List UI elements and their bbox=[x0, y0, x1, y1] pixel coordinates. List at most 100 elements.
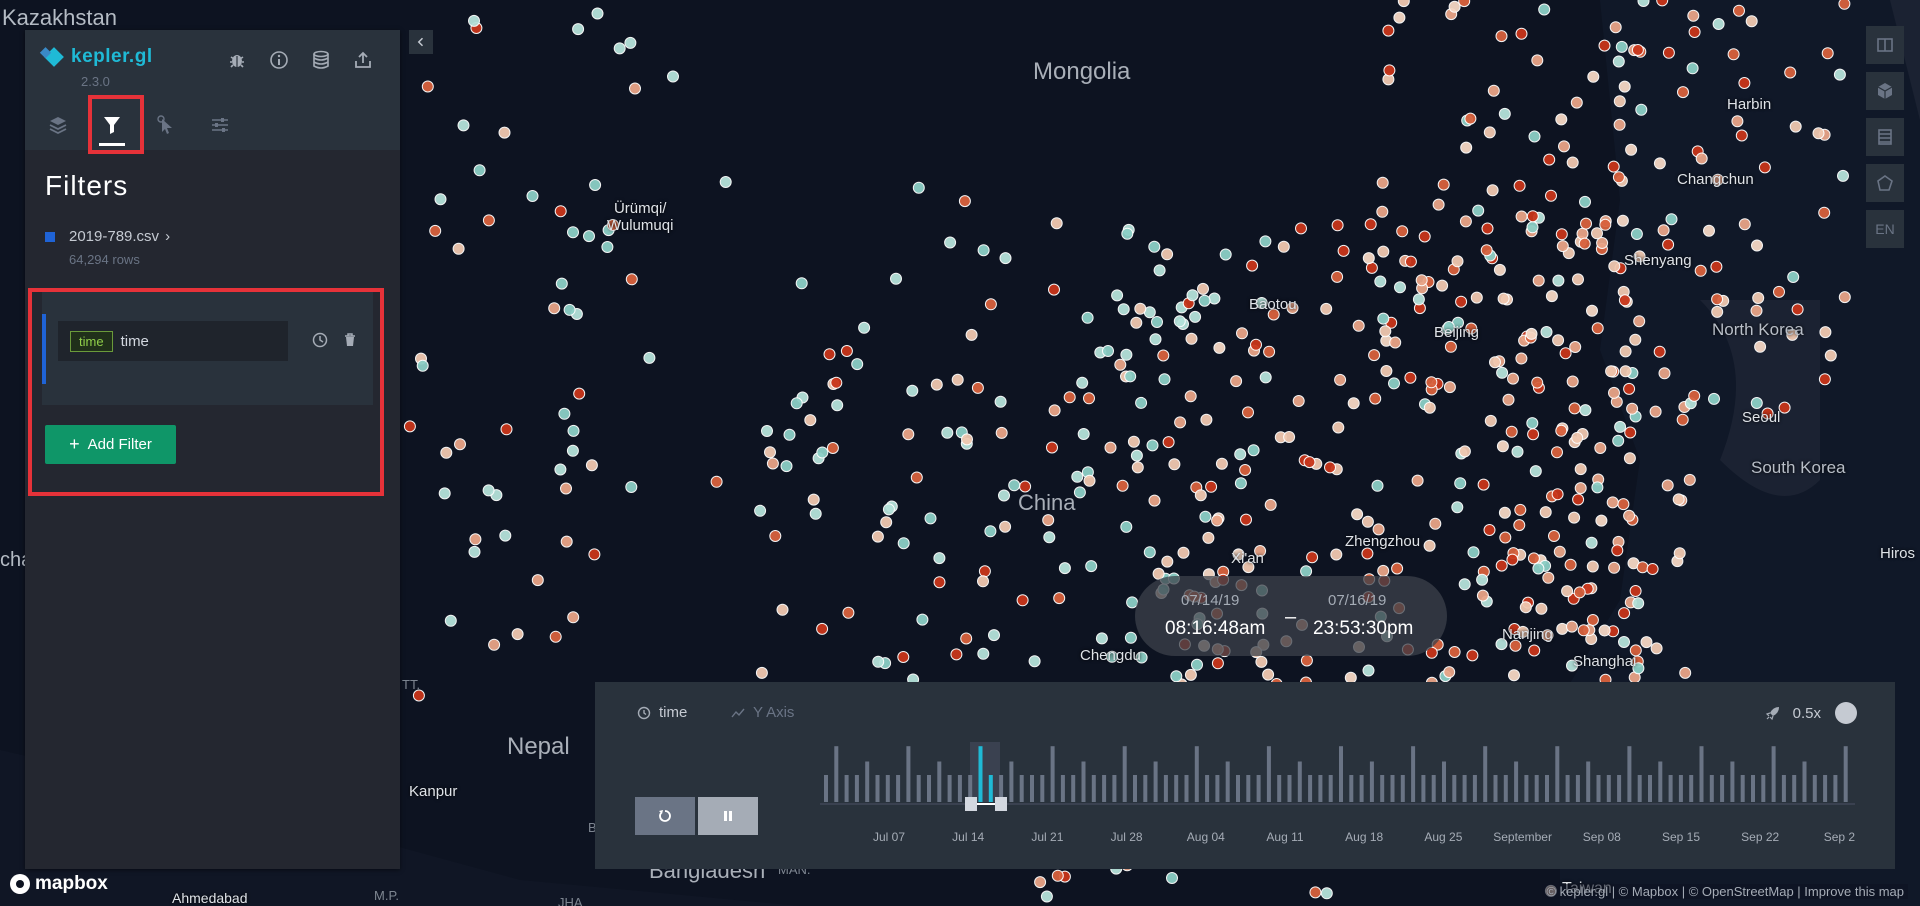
map-point[interactable] bbox=[1111, 289, 1124, 302]
map-point[interactable] bbox=[944, 236, 957, 249]
map-point[interactable] bbox=[1598, 624, 1611, 637]
map-point[interactable] bbox=[1423, 539, 1436, 552]
map-point[interactable] bbox=[434, 193, 447, 206]
map-point[interactable] bbox=[1499, 531, 1512, 544]
map-point[interactable] bbox=[1477, 478, 1490, 491]
map-point[interactable] bbox=[1191, 658, 1203, 671]
map-point[interactable] bbox=[1194, 489, 1207, 502]
map-point[interactable] bbox=[1623, 382, 1636, 395]
info-icon[interactable] bbox=[267, 48, 291, 72]
map-point[interactable] bbox=[1540, 326, 1553, 338]
map-point[interactable] bbox=[1247, 444, 1260, 457]
map-point[interactable] bbox=[710, 475, 723, 488]
map-point[interactable] bbox=[984, 298, 997, 311]
map-point[interactable] bbox=[421, 80, 434, 93]
map-point[interactable] bbox=[754, 504, 767, 517]
map-point[interactable] bbox=[549, 630, 562, 643]
map-point[interactable] bbox=[1731, 115, 1744, 128]
add-filter-button[interactable]: + Add Filter bbox=[45, 425, 176, 464]
map-point[interactable] bbox=[1205, 480, 1218, 493]
map-point[interactable] bbox=[613, 42, 626, 55]
map-point[interactable] bbox=[1040, 890, 1053, 903]
map-point[interactable] bbox=[1166, 872, 1178, 884]
map-point[interactable] bbox=[1657, 224, 1670, 237]
map-point[interactable] bbox=[840, 345, 853, 357]
map-point[interactable] bbox=[1646, 563, 1659, 575]
map-point[interactable] bbox=[1789, 120, 1802, 133]
map-point[interactable] bbox=[1161, 555, 1174, 568]
map-point[interactable] bbox=[1083, 392, 1095, 405]
map-point[interactable] bbox=[1254, 545, 1267, 557]
map-point[interactable] bbox=[1608, 386, 1620, 399]
map-point[interactable] bbox=[1487, 84, 1500, 97]
map-point[interactable] bbox=[1448, 646, 1461, 658]
map-point[interactable] bbox=[1158, 373, 1171, 386]
map-point[interactable] bbox=[567, 424, 580, 437]
map-point[interactable] bbox=[1332, 421, 1345, 434]
database-icon[interactable] bbox=[309, 48, 333, 72]
map-point[interactable] bbox=[1662, 46, 1675, 59]
map-point[interactable] bbox=[1377, 312, 1390, 325]
speed-control[interactable]: 0.5x bbox=[1765, 702, 1857, 724]
map-point[interactable] bbox=[1676, 413, 1689, 426]
map-point[interactable] bbox=[1505, 425, 1518, 438]
map-point[interactable] bbox=[1555, 424, 1568, 437]
map-point[interactable] bbox=[1566, 659, 1578, 672]
map-point[interactable] bbox=[1571, 431, 1584, 444]
map-point[interactable] bbox=[951, 373, 964, 386]
map-point[interactable] bbox=[1451, 501, 1464, 514]
map-point[interactable] bbox=[1579, 404, 1592, 417]
map-point[interactable] bbox=[1053, 592, 1066, 605]
map-point[interactable] bbox=[719, 176, 732, 188]
map-point[interactable] bbox=[1838, 291, 1851, 304]
map-point[interactable] bbox=[629, 82, 641, 95]
map-point[interactable] bbox=[1352, 319, 1365, 332]
map-point[interactable] bbox=[1821, 47, 1834, 60]
map-point[interactable] bbox=[511, 628, 524, 641]
map-point[interactable] bbox=[1496, 440, 1509, 453]
map-point[interactable] bbox=[1818, 373, 1831, 386]
map-point[interactable] bbox=[1630, 228, 1643, 240]
map-point[interactable] bbox=[1197, 282, 1209, 295]
map-point[interactable] bbox=[1489, 356, 1501, 369]
map-point[interactable] bbox=[1515, 210, 1528, 223]
map-point[interactable] bbox=[761, 425, 773, 437]
map-point[interactable] bbox=[1531, 376, 1544, 389]
map-point[interactable] bbox=[1579, 195, 1591, 208]
map-point[interactable] bbox=[916, 613, 929, 626]
map-point[interactable] bbox=[950, 648, 963, 661]
map-point[interactable] bbox=[1334, 373, 1347, 386]
map-point[interactable] bbox=[1552, 274, 1565, 287]
map-point[interactable] bbox=[1608, 260, 1621, 273]
map-point[interactable] bbox=[890, 272, 902, 285]
map-point[interactable] bbox=[1050, 217, 1063, 230]
map-point[interactable] bbox=[977, 647, 990, 660]
map-point[interactable] bbox=[807, 493, 820, 506]
map-point[interactable] bbox=[1242, 561, 1255, 574]
speed-dial-icon[interactable] bbox=[1835, 702, 1857, 724]
map-point[interactable] bbox=[1632, 662, 1645, 675]
map-point[interactable] bbox=[1208, 292, 1221, 305]
map-point[interactable] bbox=[1528, 130, 1541, 143]
collapse-panel-button[interactable] bbox=[409, 30, 433, 54]
map-point[interactable] bbox=[1733, 4, 1745, 17]
map-point[interactable] bbox=[1574, 463, 1587, 476]
map-point[interactable] bbox=[1476, 573, 1489, 586]
map-point[interactable] bbox=[573, 387, 586, 400]
map-point[interactable] bbox=[783, 428, 796, 441]
map-point[interactable] bbox=[1623, 509, 1636, 522]
map-point[interactable] bbox=[1043, 531, 1056, 544]
map-point[interactable] bbox=[1750, 397, 1763, 409]
map-point[interactable] bbox=[1497, 292, 1510, 305]
map-point[interactable] bbox=[1687, 9, 1700, 22]
map-point[interactable] bbox=[1618, 294, 1631, 307]
map-point[interactable] bbox=[1085, 560, 1098, 573]
map-point[interactable] bbox=[1572, 493, 1585, 506]
y-axis-selector[interactable]: Y Axis bbox=[731, 704, 794, 721]
map-point[interactable] bbox=[1466, 649, 1479, 662]
map-point[interactable] bbox=[1551, 446, 1563, 459]
map-point[interactable] bbox=[766, 457, 779, 470]
map-point[interactable] bbox=[1608, 561, 1621, 574]
map-point[interactable] bbox=[1324, 461, 1336, 474]
map-point[interactable] bbox=[1283, 431, 1296, 443]
